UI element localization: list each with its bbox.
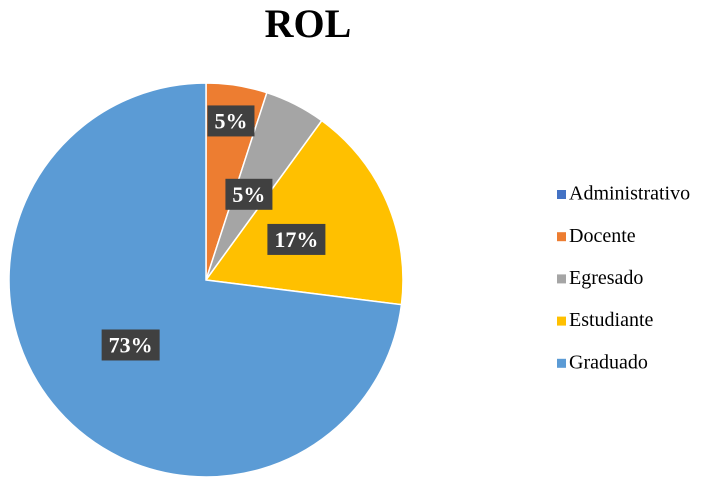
legend-swatch [557,232,566,242]
legend-label: Estudiante [569,309,654,331]
legend-swatch [557,274,566,284]
legend-swatch [557,316,566,326]
data-label-text: 5% [214,108,247,133]
data-label: 5% [207,105,255,137]
data-label-box [267,223,326,255]
data-label: 17% [267,223,326,255]
legend-label: Egresado [569,267,643,289]
data-label-text: 73% [109,332,153,357]
data-label-box [225,178,273,210]
chart-title: ROL [265,1,352,46]
pie-slice [204,119,404,306]
data-label-box [207,105,255,137]
legend-label: Graduado [569,351,648,373]
data-label-text: 5% [232,182,265,207]
legend-label: Docente [569,225,636,247]
data-label-text: 17% [274,227,318,252]
data-label: 5% [225,178,273,210]
legend-label: Administrativo [569,183,690,205]
legend-swatch [557,190,566,199]
data-label-box [101,329,160,361]
pie-slice [8,82,403,478]
data-label: 73% [101,329,160,361]
legend-swatch [557,358,566,368]
